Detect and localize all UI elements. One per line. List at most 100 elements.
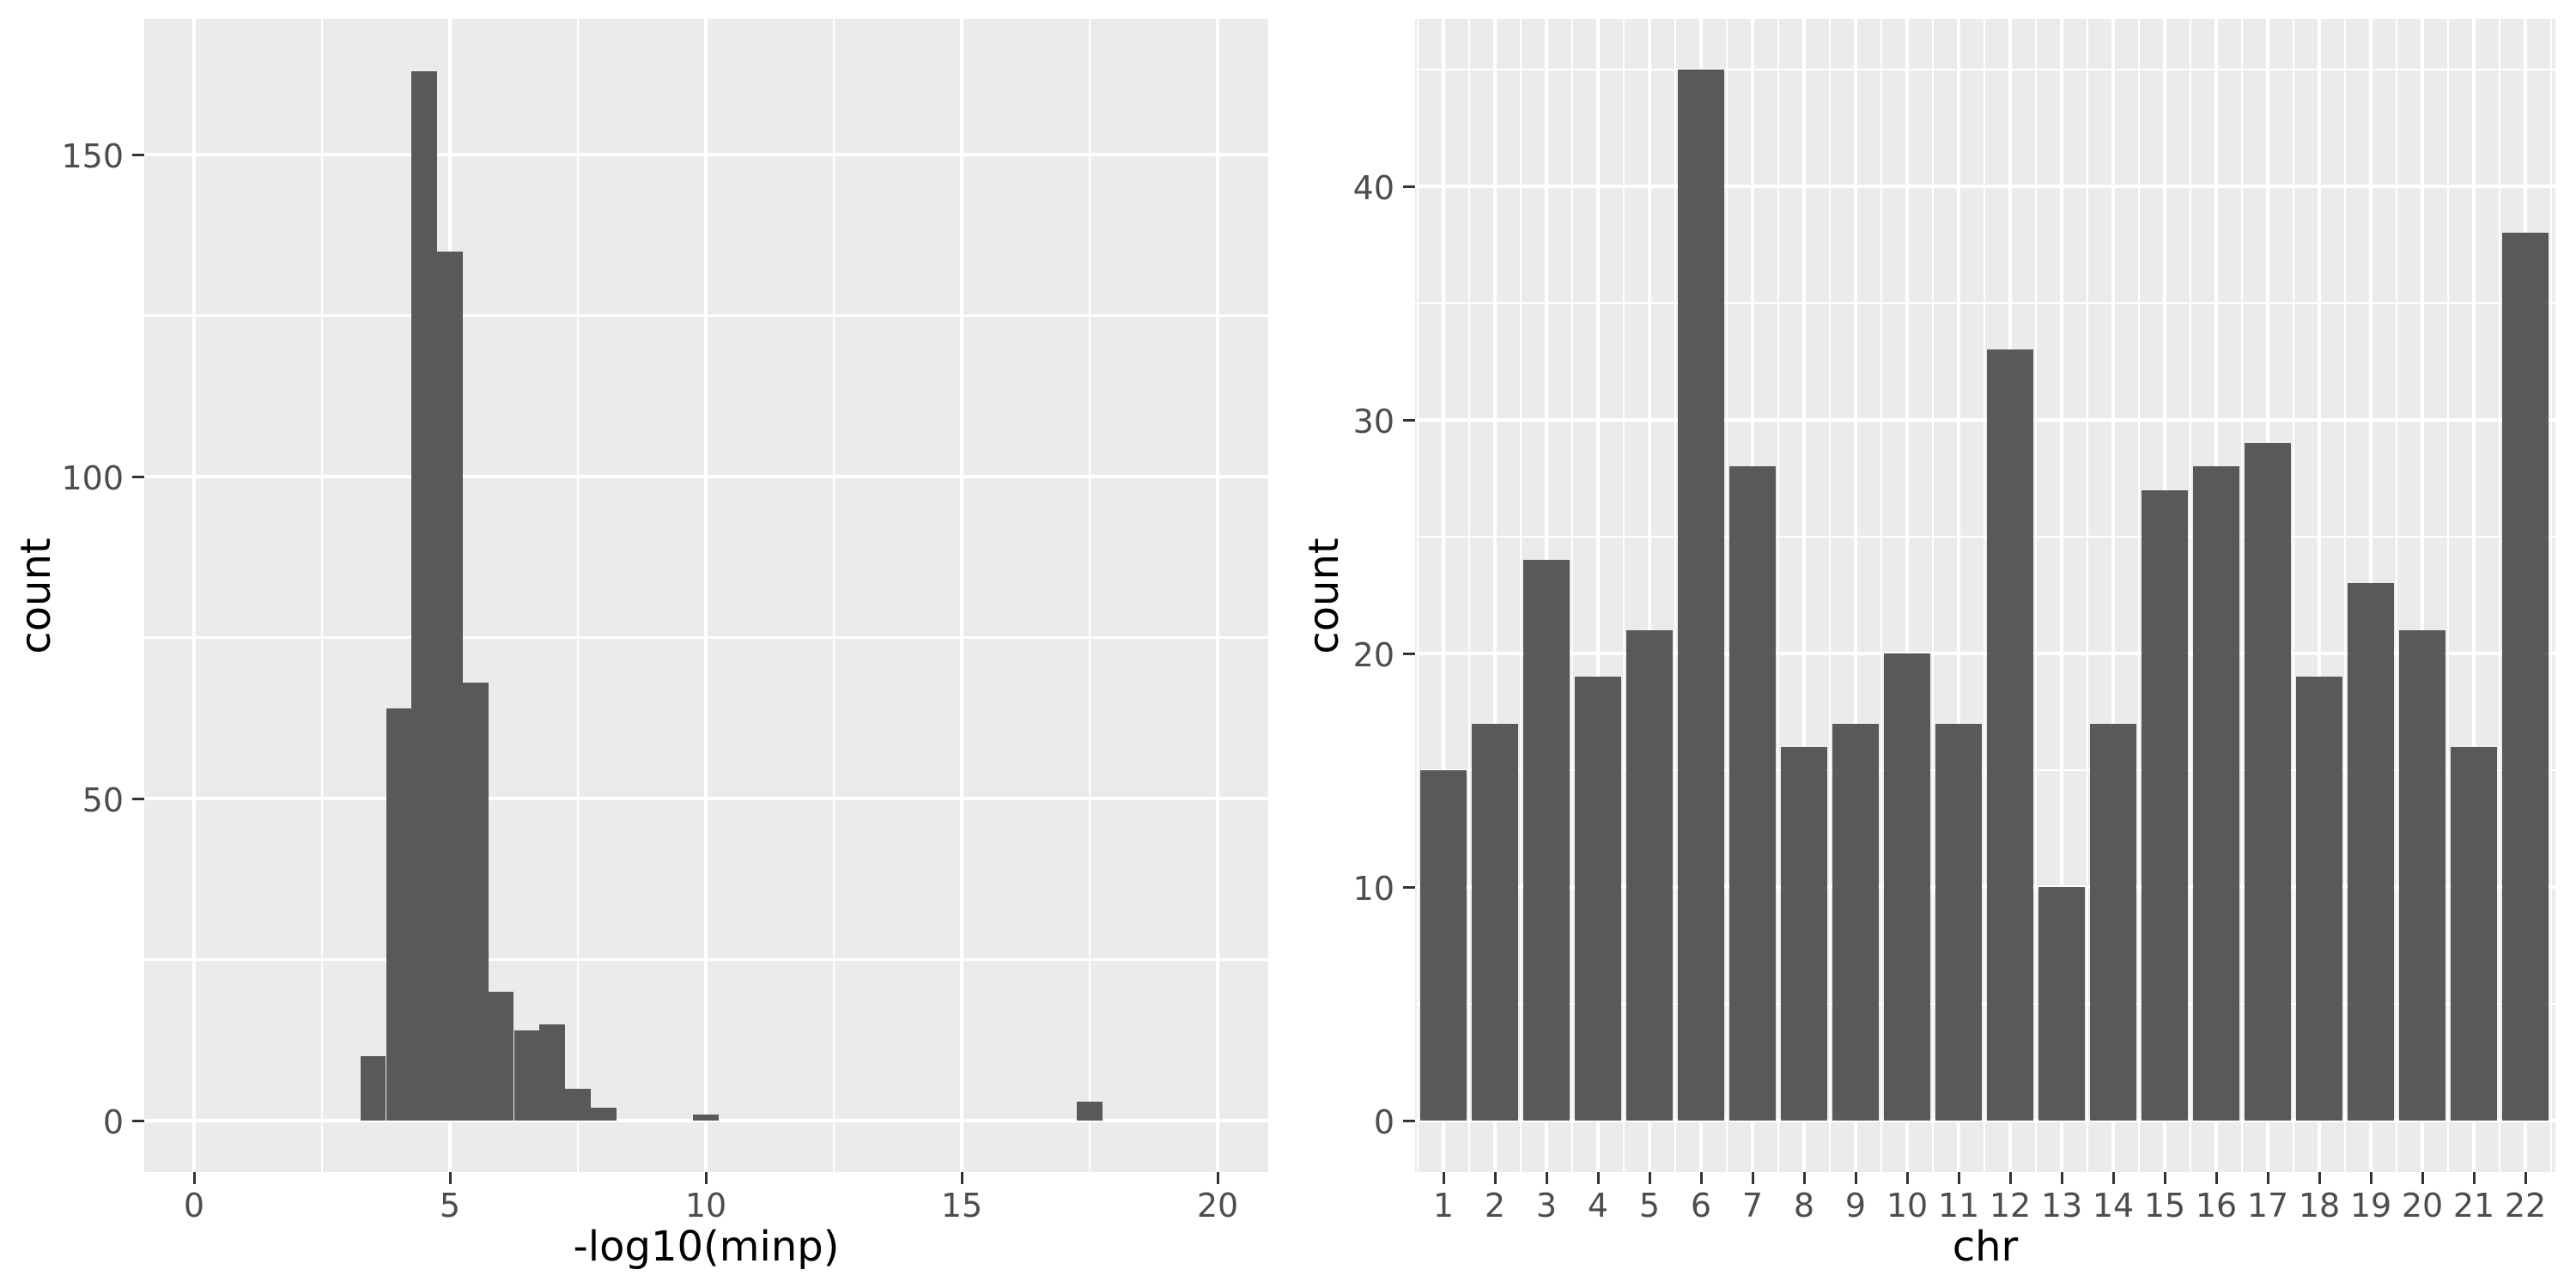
x-tick-label: 1 [1432,1187,1455,1224]
bar [1729,466,1776,1121]
histogram-bar [462,683,489,1121]
gridline-minor-vertical [2292,19,2295,1172]
gridline-major-horizontal [1415,885,2555,889]
gridline-major-horizontal [1415,652,2555,655]
x-tick-mark [2111,1172,2115,1184]
x-tick-mark [1596,1172,1600,1184]
histogram-bar [539,1024,566,1121]
x-tick-label: 12 [1989,1187,2032,1224]
x-tick-mark [2472,1172,2476,1184]
x-tick-mark [2215,1172,2218,1184]
x-tick-label: 7 [1741,1187,1764,1224]
bar [2193,466,2239,1121]
right-x-axis-title: chr [1952,1223,2019,1271]
x-tick-label: 2 [1484,1187,1506,1224]
bar [1523,560,1570,1121]
gridline-minor-vertical [1931,19,1935,1172]
x-tick-label: 16 [2195,1187,2238,1224]
histogram-bar [513,1030,540,1121]
x-tick-label: 5 [1638,1187,1661,1224]
histogram-bar [386,708,412,1121]
x-tick-label: 3 [1535,1187,1558,1224]
y-tick-label: 0 [102,1103,124,1141]
x-tick-mark [1493,1172,1497,1184]
y-tick-label: 40 [1352,169,1394,207]
x-tick-mark [960,1172,963,1184]
gridline-minor-vertical [2395,19,2398,1172]
x-tick-mark [1442,1172,1445,1184]
histogram-bar [488,992,514,1121]
gridline-minor-vertical [1828,19,1832,1172]
gridline-minor-vertical [1416,19,1419,1172]
gridline-minor-vertical [1571,19,1574,1172]
gridline-minor-vertical [1725,19,1728,1172]
bar [1781,746,1827,1121]
x-tick-mark [2163,1172,2166,1184]
y-tick-label: 0 [1373,1103,1394,1141]
gridline-minor-vertical [576,19,580,1172]
x-tick-mark [2421,1172,2424,1184]
gridline-major-vertical [1957,19,1960,1172]
gridline-major-vertical [704,19,708,1172]
x-tick-label: 18 [2298,1187,2341,1224]
gridline-major-vertical [960,19,963,1172]
x-tick-label: 6 [1690,1187,1712,1224]
gridline-minor-vertical [2343,19,2347,1172]
y-tick-label: 20 [1352,636,1394,674]
bar [1420,770,1467,1121]
x-tick-label: 9 [1844,1187,1867,1224]
x-tick-label: 20 [2401,1187,2444,1224]
histogram-bar [360,1056,386,1121]
x-tick-mark [2318,1172,2321,1184]
x-tick-mark [1802,1172,1806,1184]
y-tick-mark [1403,652,1415,655]
y-tick-mark [132,475,144,478]
gridline-major-vertical [1905,19,1909,1172]
y-tick-mark [132,153,144,156]
y-tick-label: 150 [61,137,124,175]
gridline-major-vertical [1493,19,1497,1172]
x-tick-mark [1854,1172,1857,1184]
histogram-bar [411,70,438,1121]
bar [2348,583,2394,1121]
gridline-major-vertical [2111,19,2115,1172]
gridline-major-horizontal [1415,185,2555,188]
x-tick-mark [1957,1172,1960,1184]
y-tick-label: 50 [82,781,124,819]
bar [2451,746,2497,1121]
bar [1935,723,1982,1121]
gridline-major-vertical [192,19,196,1172]
gridline-major-vertical [1802,19,1806,1172]
bar [1626,629,1673,1121]
gridline-minor-vertical [1519,19,1522,1172]
x-tick-label: 5 [439,1187,461,1224]
gridline-minor-vertical [832,19,835,1172]
gridline-major-vertical [1648,19,1651,1172]
x-tick-label: 0 [183,1187,205,1224]
gridline-minor-vertical [2086,19,2089,1172]
gridline-major-vertical [1854,19,1857,1172]
y-tick-mark [1403,418,1415,422]
gridline-major-horizontal [1415,1119,2555,1122]
histogram-bar [1077,1101,1103,1121]
bar [2142,489,2188,1121]
gridline-major-vertical [2472,19,2476,1172]
y-tick-mark [1403,185,1415,188]
bar [1884,653,1930,1121]
x-tick-label: 19 [2349,1187,2392,1224]
x-tick-mark [1751,1172,1754,1184]
bar [2090,723,2136,1121]
y-tick-mark [1403,885,1415,889]
x-tick-mark [2369,1172,2372,1184]
gridline-major-vertical [1596,19,1600,1172]
bar [2399,629,2445,1121]
x-tick-mark [2266,1172,2269,1184]
x-tick-mark [192,1172,196,1184]
y-tick-mark [132,1119,144,1122]
x-tick-label: 13 [2040,1187,2083,1224]
gridline-major-vertical [2060,19,2063,1172]
x-tick-mark [2060,1172,2063,1184]
x-tick-label: 22 [2504,1187,2547,1224]
histogram-bar [693,1114,719,1121]
x-tick-label: 20 [1196,1187,1239,1224]
